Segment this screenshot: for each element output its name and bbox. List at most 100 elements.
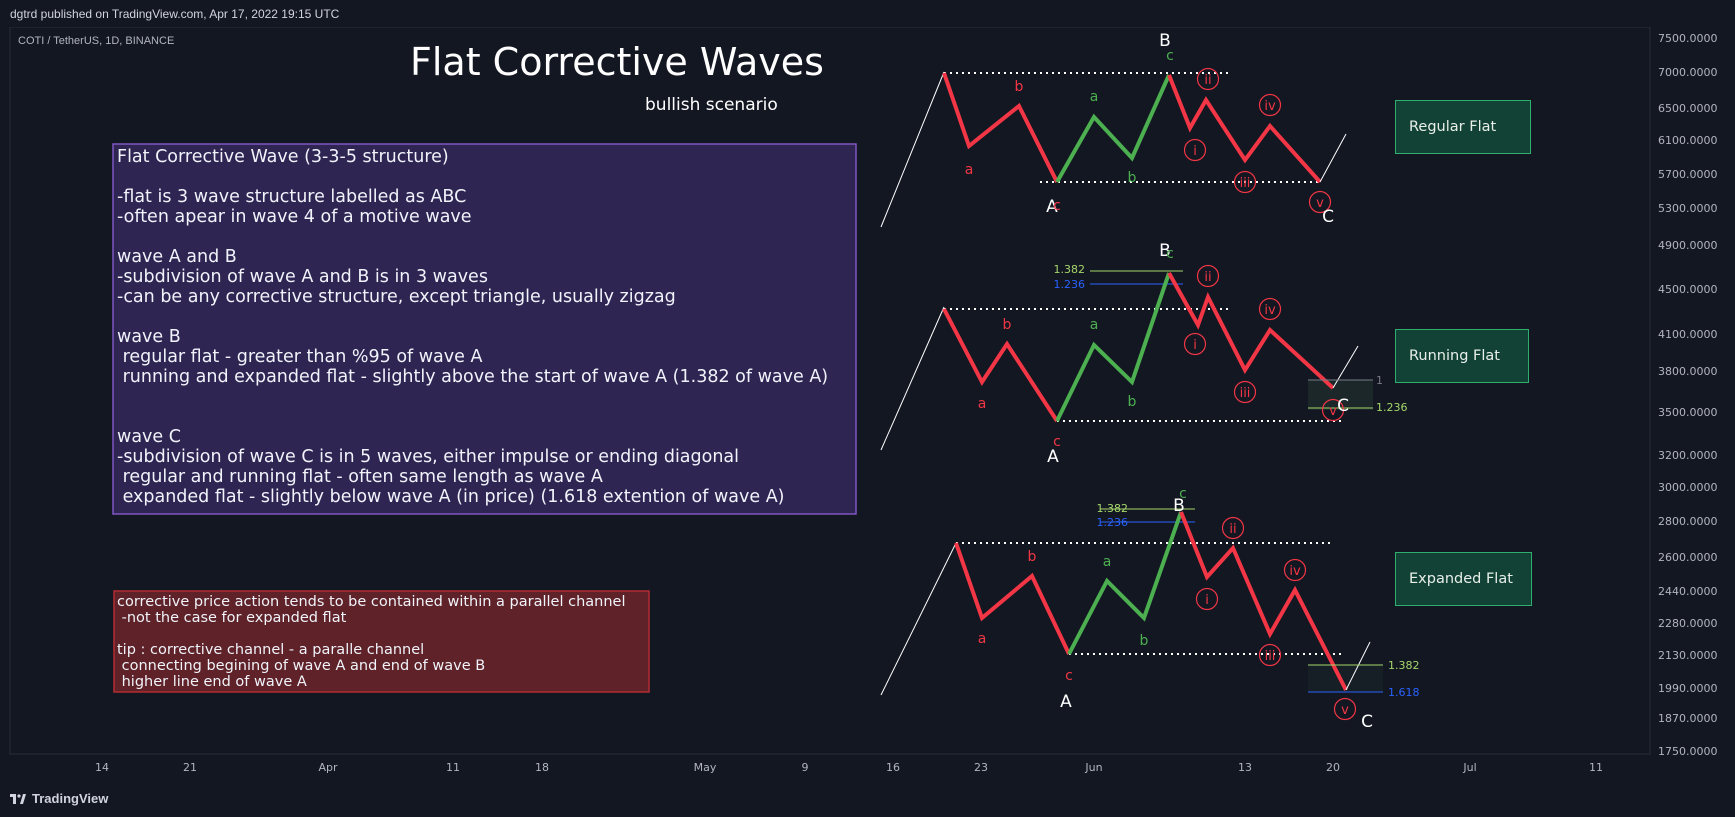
impulse-wave-label: i [1193, 144, 1197, 159]
regular-flat-label[interactable]: Regular Flat [1395, 100, 1531, 154]
impulse-circle [1321, 398, 1345, 422]
impulse-circle [1333, 697, 1357, 721]
wave-a-red [942, 72, 1059, 183]
regular-flat-drawing[interactable] [880, 71, 1347, 228]
impulse-circle [1221, 516, 1245, 540]
wave-c-red [1167, 74, 1322, 184]
time-tick: 16 [886, 761, 900, 774]
minor-wave-label: c [1166, 246, 1174, 262]
price-tick: 6500.0000 [1658, 102, 1718, 115]
time-tick: 21 [183, 761, 197, 774]
fib-label: 1 [1376, 374, 1383, 387]
notes-main-line: wave B [117, 327, 181, 347]
fib-label: 1.236 [1054, 278, 1086, 291]
expanded-flat-drawing[interactable] [880, 508, 1383, 696]
major-wave-label: A [1060, 692, 1072, 712]
major-wave-label: C [1322, 207, 1334, 227]
impulse-wave-label: i [1193, 338, 1197, 353]
minor-wave-label: c [1166, 48, 1174, 64]
price-tick: 1870.0000 [1658, 712, 1718, 725]
price-tick: 3200.0000 [1658, 449, 1718, 462]
expanded-flat-label[interactable]: Expanded Flat [1395, 552, 1532, 606]
notes-main-line: running and expanded flat - slightly abo… [117, 367, 829, 387]
price-tick: 5700.0000 [1658, 168, 1718, 181]
fib-label: 1.382 [1097, 502, 1129, 515]
minor-wave-label: b [1140, 633, 1149, 649]
impulse-circle [1258, 93, 1282, 117]
impulse-wave-label: i [1205, 593, 1209, 608]
minor-wave-label: a [1103, 554, 1112, 570]
notes-main-line [117, 387, 828, 407]
major-wave-label: C [1361, 712, 1373, 732]
price-tick: 3500.0000 [1658, 406, 1718, 419]
notes-tip-box[interactable] [113, 590, 650, 693]
major-wave-label: B [1173, 496, 1185, 516]
approach-line [880, 306, 945, 451]
minor-wave-label: a [978, 631, 987, 647]
minor-wave-label: c [1065, 668, 1073, 684]
tradingview-logo-icon [10, 793, 26, 804]
notes-main-line: -flat is 3 wave structure labelled as AB… [117, 187, 467, 207]
wave-a-red [942, 308, 1059, 423]
fib-zone-running [1308, 380, 1373, 410]
notes-main-line [117, 227, 828, 247]
notes-main-line: regular flat - greater than %95 of wave … [117, 347, 483, 367]
impulse-circle [1258, 643, 1282, 667]
wave-b-green [1055, 74, 1171, 183]
major-wave-label: A [1046, 197, 1058, 217]
notes-main-line: Flat Corrective Wave (3-3-5 structure) [117, 147, 449, 167]
wave-c-red [1179, 511, 1348, 691]
price-tick: 1750.0000 [1658, 745, 1718, 758]
running-flat-label[interactable]: Running Flat [1395, 329, 1529, 383]
price-tick: 2600.0000 [1658, 551, 1718, 564]
notes-tip-text: corrective price action tends to be cont… [117, 594, 625, 690]
impulse-wave-label: v [1316, 196, 1324, 211]
impulse-wave-label: ii [1204, 270, 1211, 285]
impulse-wave-label: iv [1264, 99, 1276, 114]
price-tick: 3000.0000 [1658, 481, 1718, 494]
chart-subtitle: bullish scenario [645, 95, 778, 115]
symbol-label[interactable]: COTI / TetherUS, 1D, BINANCE [18, 35, 175, 47]
wave-b-green [1055, 272, 1171, 422]
notes-tip-line [117, 626, 625, 642]
time-tick: 20 [1326, 761, 1340, 774]
time-tick: Jun [1084, 761, 1102, 774]
price-tick: 2440.0000 [1658, 585, 1718, 598]
price-tick: 4500.0000 [1658, 283, 1718, 296]
wave-c-red [1167, 272, 1335, 390]
running-flat-drawing[interactable] [880, 270, 1373, 451]
impulse-circle [1283, 558, 1307, 582]
time-tick: 11 [1589, 761, 1603, 774]
minor-wave-label: b [1028, 549, 1037, 565]
fib-label: 1.236 [1376, 401, 1408, 414]
publish-bar: dgtrd published on TradingView.com, Apr … [0, 0, 1735, 27]
price-tick: 5300.0000 [1658, 202, 1718, 215]
notes-main-box[interactable] [112, 143, 857, 515]
price-tick: 2130.0000 [1658, 649, 1718, 662]
impulse-circle [1258, 297, 1282, 321]
price-axis: 7500.0000 7000.0000 6500.0000 6100.0000 5700… [1658, 32, 1718, 758]
notes-tip-line: tip : corrective channel - a paralle cha… [117, 642, 425, 658]
notes-main-line [117, 407, 828, 427]
publish-info: dgtrd published on TradingView.com, Apr … [10, 7, 340, 21]
impulse-circle [1196, 67, 1220, 91]
tradingview-brand[interactable]: TradingView [10, 791, 108, 806]
footer-bar: TradingView [0, 780, 1735, 817]
impulse-circle [1183, 332, 1207, 356]
impulse-wave-label: v [1329, 404, 1337, 419]
fib-label: 1.618 [1388, 686, 1420, 699]
notes-tip-line: connecting begining of wave A and end of… [117, 658, 486, 674]
minor-wave-label: b [1015, 79, 1024, 95]
chart-title: Flat Corrective Waves [410, 40, 824, 84]
notes-main-line: -subdivision of wave C is in 5 waves, ei… [117, 447, 740, 467]
price-tick: 2280.0000 [1658, 617, 1718, 630]
notes-tip-line: higher line end of wave A [117, 674, 307, 690]
time-tick: 9 [802, 761, 809, 774]
impulse-circle [1308, 190, 1332, 214]
notes-main-text: Flat Corrective Wave (3-3-5 structure) -… [117, 147, 828, 507]
minor-wave-label: b [1003, 317, 1012, 333]
notes-main-line: expanded flat - slightly below wave A (i… [117, 487, 785, 507]
impulse-wave-label: ii [1204, 73, 1211, 88]
price-tick: 1990.0000 [1658, 682, 1718, 695]
